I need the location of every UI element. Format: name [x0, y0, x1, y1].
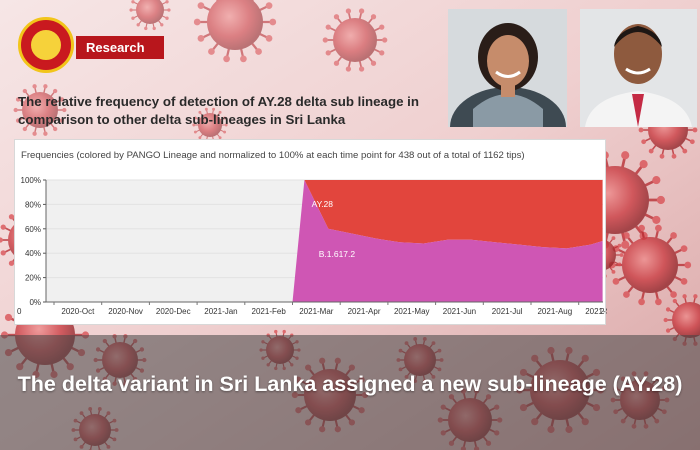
x-tick-label: 2021-Mar [299, 307, 334, 316]
x-tick-label: 2021-Sep [585, 307, 607, 316]
series-label-ay28: AY.28 [312, 199, 334, 209]
y-tick-label: 100% [21, 176, 41, 185]
x-tick-label: 2020-Oct [61, 307, 95, 316]
virus-particle [193, 0, 277, 63]
series-area-b16172 [292, 180, 603, 302]
researcher-photo-female [448, 9, 567, 127]
x-tick-label: 2021-Apr [348, 307, 381, 316]
footer-band [0, 335, 700, 450]
virus-particle [13, 84, 67, 136]
y-tick-label: 60% [25, 225, 41, 234]
x-tick-label: 2021-Feb [252, 307, 287, 316]
x-tick-label: 2021-Jun [443, 307, 476, 316]
university-logo [18, 17, 74, 73]
x-tick-label-edge-right: 2 [600, 307, 605, 316]
frequency-chart-card: Frequencies (colored by PANGO Lineage an… [14, 139, 607, 325]
y-tick-label: 20% [25, 274, 41, 283]
research-tag[interactable]: Research [76, 36, 164, 59]
x-tick-label: 2021-Aug [537, 307, 572, 316]
series-label-b16172: B.1.617.2 [319, 249, 356, 259]
chart-title: Frequencies (colored by PANGO Lineage an… [21, 150, 525, 161]
y-tick-label: 80% [25, 200, 41, 209]
x-tick-label: 2020-Nov [108, 307, 143, 316]
y-tick-label: 40% [25, 249, 41, 258]
virus-particle [663, 294, 700, 346]
x-tick-label: 2021-Jan [204, 307, 237, 316]
chart-headline: The relative frequency of detection of A… [18, 94, 419, 127]
researcher-photo-male [580, 9, 697, 127]
x-tick-label: 2021-Jul [492, 307, 523, 316]
series-area-ay28 [292, 180, 603, 302]
virus-particle [608, 224, 692, 306]
article-title: The delta variant in Sri Lanka assigned … [17, 372, 683, 396]
virus-particle [129, 0, 171, 31]
frequency-area-chart: 0% 20% 40% 60% 80% 100% AY.28 B.1.617.2 2020-Oct… [17, 176, 607, 316]
x-tick-label: 2021-May [394, 307, 430, 316]
y-tick-label: 0% [29, 298, 41, 307]
virus-particle [322, 8, 388, 72]
x-tick-label-edge-left: 0 [17, 307, 22, 316]
x-tick-label: 2020-Dec [156, 307, 191, 316]
